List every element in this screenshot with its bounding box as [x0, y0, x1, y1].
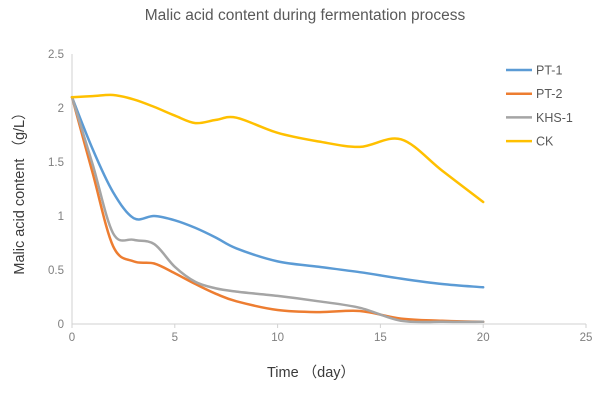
- legend-label-CK: CK: [536, 135, 554, 149]
- y-tick-label: 1.5: [48, 157, 64, 169]
- tick-labels: 0 5 10 15 20 25 0 0.5 1 1.5 2 2.5: [48, 49, 592, 344]
- y-tick-label: 2.5: [48, 49, 64, 61]
- y-tick-label: 1: [58, 211, 64, 223]
- series-line-CK: [70, 93, 485, 204]
- legend-item-KHS-1: KHS-1: [506, 111, 573, 125]
- y-tick-label: 0.5: [48, 265, 64, 277]
- x-tick-label: 10: [271, 332, 284, 344]
- y-tick-label: 0: [58, 319, 64, 331]
- x-tick-label: 5: [172, 332, 178, 344]
- x-tick-label: 20: [477, 332, 490, 344]
- legend-label-PT-1: PT-1: [536, 64, 562, 78]
- x-tick-label: 25: [580, 332, 593, 344]
- legend: PT-1 PT-2 KHS-1 CK: [506, 64, 573, 149]
- chart-title: Malic acid content during fermentation p…: [145, 7, 466, 24]
- legend-label-PT-2: PT-2: [536, 87, 562, 101]
- x-tick-label: 15: [374, 332, 387, 344]
- y-axis-title: Malic acid content （g/L）: [11, 105, 28, 274]
- legend-label-KHS-1: KHS-1: [536, 111, 573, 125]
- legend-item-PT-2: PT-2: [506, 87, 562, 101]
- x-axis-title: Time （day）: [267, 364, 355, 381]
- series-line-PT-1: [70, 95, 485, 289]
- y-tick-label: 2: [58, 103, 64, 115]
- x-tick-label: 0: [69, 332, 75, 344]
- series-line-KHS-1: [70, 95, 485, 324]
- series-line-PT-2: [70, 95, 485, 324]
- series-lines: [70, 93, 485, 324]
- legend-item-CK: CK: [506, 135, 554, 149]
- legend-item-PT-1: PT-1: [506, 64, 562, 78]
- axes: [71, 54, 587, 328]
